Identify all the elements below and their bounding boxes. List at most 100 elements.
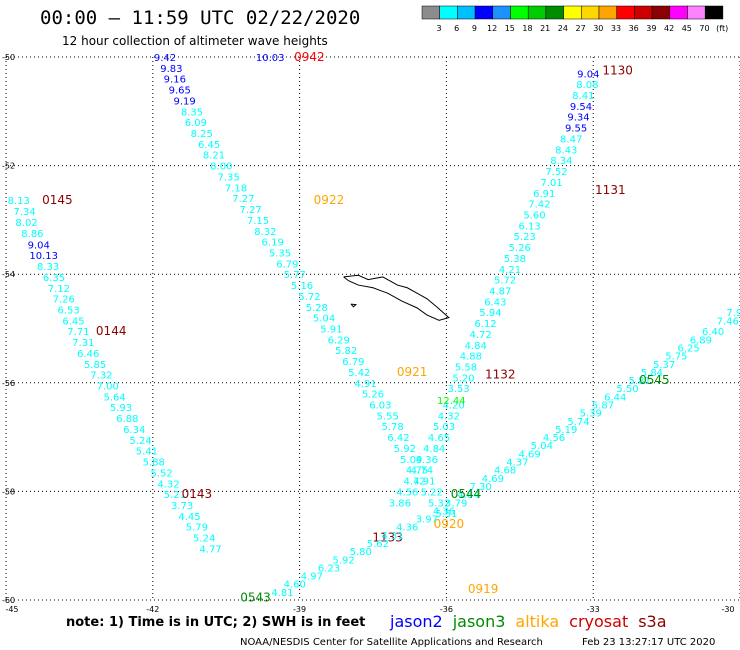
wave-height-value: 6.40 bbox=[702, 327, 724, 338]
y-tick-label: -50 bbox=[2, 53, 15, 62]
wave-height-value: 6.46 bbox=[77, 349, 99, 360]
chart-title: 00:00 – 11:59 UTC 02/22/2020 bbox=[40, 7, 360, 29]
chart-subtitle: 12 hour collection of altimeter wave hei… bbox=[62, 34, 328, 48]
coastline bbox=[343, 274, 450, 321]
wave-height-value: 8.86 bbox=[21, 229, 43, 240]
y-tick-label: -56 bbox=[2, 379, 15, 388]
wave-height-value: 7.46 bbox=[717, 316, 739, 327]
wave-height-value: 5.74 bbox=[567, 417, 589, 428]
colorbar-label: 45 bbox=[682, 24, 692, 33]
wave-height-value: 5.03 bbox=[433, 422, 455, 433]
wave-height-value: 4.56 bbox=[396, 487, 418, 498]
wave-height-value: 4.75 bbox=[406, 466, 428, 477]
colorbar-swatch bbox=[492, 5, 511, 20]
wave-height-value: 4.81 bbox=[271, 588, 293, 599]
colorbar-swatch bbox=[616, 5, 635, 20]
wave-height-value: 5.32 bbox=[428, 498, 450, 509]
wave-height-value: 8.02 bbox=[15, 218, 37, 229]
wave-height-value: 5.81 bbox=[629, 376, 651, 387]
satellite-legend: jason2 jason3 altika cryosat s3a bbox=[389, 612, 667, 631]
colorbar-label: 42 bbox=[664, 24, 674, 33]
wave-height-value: 5.87 bbox=[592, 401, 614, 412]
wave-height-value: 8.47 bbox=[560, 134, 582, 145]
wave-height-value: 5.42 bbox=[348, 368, 370, 379]
wave-height-value: 6.12 bbox=[474, 319, 496, 330]
wave-height-value: 8.41 bbox=[572, 91, 594, 102]
wave-height-value: 10.13 bbox=[29, 251, 58, 262]
wave-height-value: 6.19 bbox=[262, 238, 284, 249]
wave-height-value: 8.43 bbox=[555, 145, 577, 156]
wave-height-value: 5.35 bbox=[269, 248, 291, 259]
wave-height-value: 5.24 bbox=[129, 436, 151, 447]
wave-height-value: 9.54 bbox=[570, 102, 592, 113]
wave-height-value: 3.73 bbox=[171, 501, 193, 512]
wave-height-value: 9.42 bbox=[154, 53, 176, 64]
wave-height-value: 6.42 bbox=[387, 433, 409, 444]
colorbar-swatch bbox=[598, 5, 617, 20]
wave-height-value: 5.28 bbox=[306, 303, 328, 314]
pass-time-label: 1130 bbox=[602, 64, 633, 78]
wave-height-value: 5.92 bbox=[333, 555, 355, 566]
wave-height-value: 7.27 bbox=[232, 194, 254, 205]
pass-time-label: 0143 bbox=[182, 487, 213, 501]
wave-height-value: 5.09 bbox=[400, 455, 422, 466]
pass-time-label: 0544 bbox=[451, 487, 482, 501]
wave-height-value: 6.79 bbox=[276, 259, 298, 270]
wave-height-value: 8.13 bbox=[8, 196, 30, 207]
wave-height-value: 5.51 bbox=[435, 509, 457, 520]
wave-height-value: 4.32 bbox=[438, 411, 460, 422]
wave-height-value: 3.97 bbox=[416, 515, 438, 526]
wave-height-value: 8.25 bbox=[191, 129, 213, 140]
colorbar-swatch bbox=[669, 5, 688, 20]
wave-height-value: 7.15 bbox=[247, 216, 269, 227]
y-tick-label: -58 bbox=[2, 487, 15, 496]
wave-height-value: 9.34 bbox=[567, 113, 589, 124]
wave-height-value: 6.44 bbox=[604, 392, 626, 403]
wave-height-value: 5.88 bbox=[143, 458, 165, 469]
colorbar-swatch bbox=[634, 5, 653, 20]
wave-height-value: 6.43 bbox=[484, 297, 506, 308]
wave-height-value: 4.77 bbox=[199, 544, 221, 555]
wave-height-value: 4.45 bbox=[178, 512, 200, 523]
pass-time-label: 0543 bbox=[240, 590, 271, 604]
wave-height-value: 3.86 bbox=[389, 498, 411, 509]
wave-height-value: 5.24 bbox=[193, 534, 215, 545]
colorbar-label: 39 bbox=[646, 24, 656, 33]
wave-height-value: 4.74 bbox=[411, 466, 433, 477]
wave-height-value: 5.60 bbox=[523, 210, 545, 221]
wave-height-value: 5.64 bbox=[103, 392, 125, 403]
satellite-name: altika bbox=[515, 612, 559, 631]
wave-height-value: 5.04 bbox=[313, 314, 335, 325]
wave-height-value: 4.87 bbox=[489, 286, 511, 297]
wave-height-value: 5.23 bbox=[514, 232, 536, 243]
wave-height-value: 4.72 bbox=[403, 477, 425, 488]
colorbar-label: 24 bbox=[558, 24, 568, 33]
wave-height-value: 7.42 bbox=[528, 200, 550, 211]
colorbar-swatch bbox=[704, 5, 724, 20]
x-tick-label: -42 bbox=[146, 605, 159, 614]
wave-height-value: 4.72 bbox=[470, 330, 492, 341]
footnote: note: 1) Time is in UTC; 2) SWH is in fe… bbox=[66, 615, 365, 630]
credit-line: NOAA/NESDIS Center for Satellite Applica… bbox=[240, 637, 543, 648]
colorbar-swatch bbox=[421, 5, 440, 20]
colorbar-label: 3 bbox=[436, 24, 441, 33]
colorbar-swatch bbox=[439, 5, 458, 20]
wave-height-value: 9.04 bbox=[28, 240, 50, 251]
wave-height-value: 5.94 bbox=[479, 308, 501, 319]
wave-height-value: 9.65 bbox=[169, 86, 191, 97]
x-tick-label: -39 bbox=[293, 605, 306, 614]
wave-height-value: 6.91 bbox=[533, 189, 555, 200]
wave-height-value: 4.36 bbox=[416, 455, 438, 466]
wave-height-value: 5.52 bbox=[150, 468, 172, 479]
wave-height-value: 6.79 bbox=[342, 357, 364, 368]
wave-height-value: 5.04 bbox=[531, 441, 553, 452]
wave-height-value: 4.88 bbox=[460, 352, 482, 363]
wave-height-value: 3.79 bbox=[445, 498, 467, 509]
wave-height-value: 5.55 bbox=[377, 411, 399, 422]
wave-height-value: 6.03 bbox=[369, 401, 391, 412]
wave-height-value: 4.69 bbox=[482, 474, 504, 485]
wave-height-value: 7.52 bbox=[545, 167, 567, 178]
wave-height-value: 4.37 bbox=[506, 458, 528, 469]
wave-height-value: 8.33 bbox=[37, 262, 59, 273]
wave-height-value: 6.09 bbox=[185, 118, 207, 129]
